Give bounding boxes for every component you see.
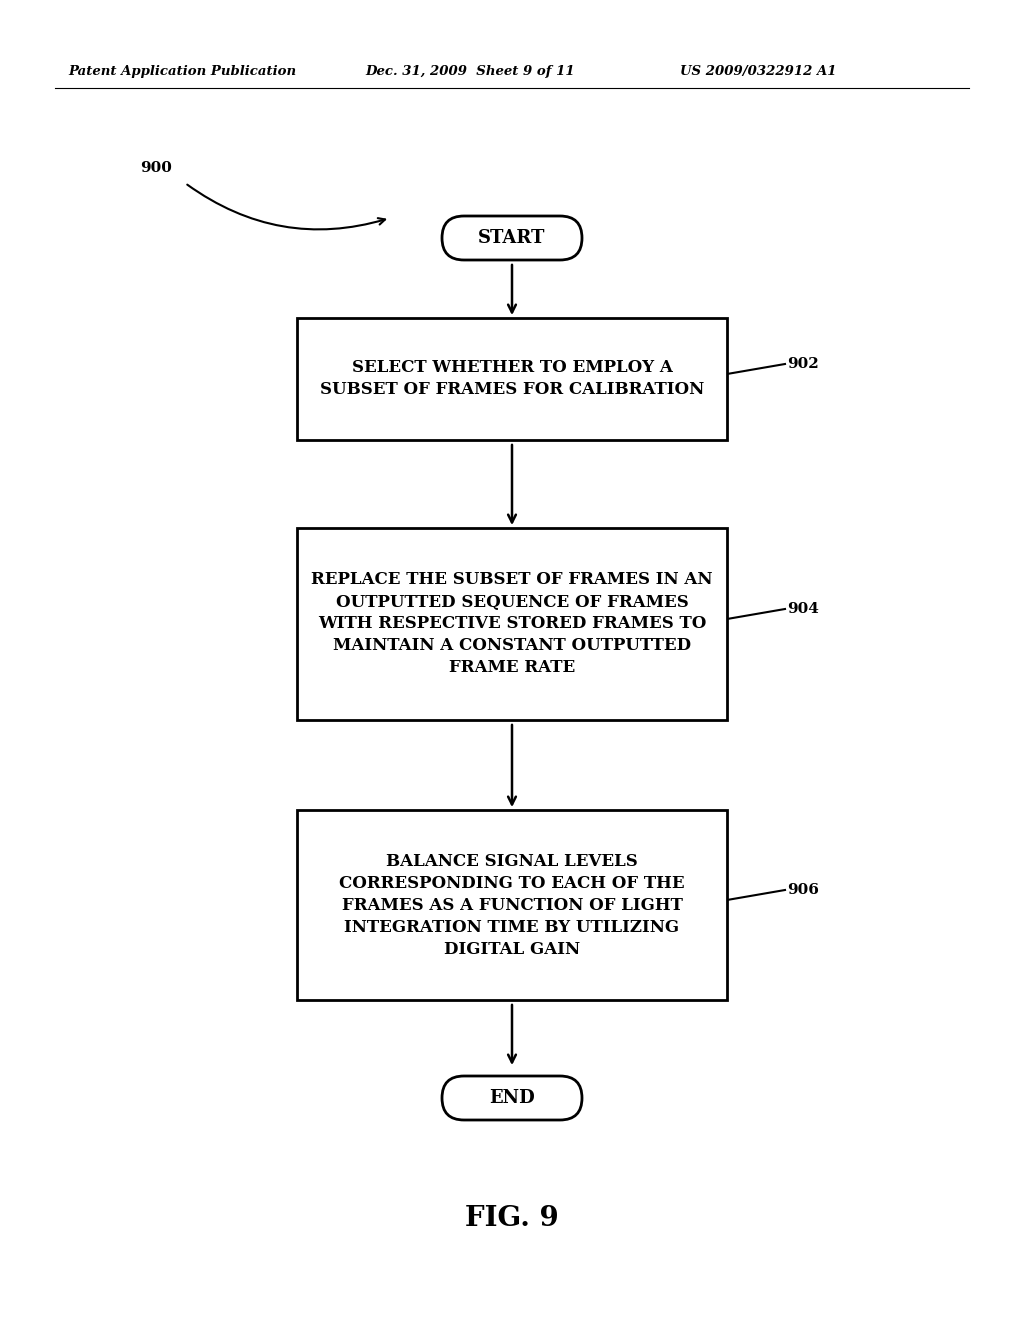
Text: Patent Application Publication: Patent Application Publication <box>68 66 296 78</box>
Text: Dec. 31, 2009  Sheet 9 of 11: Dec. 31, 2009 Sheet 9 of 11 <box>365 66 574 78</box>
Text: FIG. 9: FIG. 9 <box>465 1204 559 1232</box>
Text: SELECT WHETHER TO EMPLOY A: SELECT WHETHER TO EMPLOY A <box>351 359 673 376</box>
Text: CORRESPONDING TO EACH OF THE: CORRESPONDING TO EACH OF THE <box>339 874 685 891</box>
Text: FRAME RATE: FRAME RATE <box>449 660 575 676</box>
Text: 900: 900 <box>140 161 172 176</box>
Text: SUBSET OF FRAMES FOR CALIBRATION: SUBSET OF FRAMES FOR CALIBRATION <box>319 381 705 399</box>
Text: START: START <box>478 228 546 247</box>
Text: OUTPUTTED SEQUENCE OF FRAMES: OUTPUTTED SEQUENCE OF FRAMES <box>336 594 688 610</box>
Text: FRAMES AS A FUNCTION OF LIGHT: FRAMES AS A FUNCTION OF LIGHT <box>342 896 682 913</box>
FancyBboxPatch shape <box>442 1076 582 1119</box>
Bar <box>297 528 727 719</box>
Text: END: END <box>489 1089 535 1107</box>
Text: US 2009/0322912 A1: US 2009/0322912 A1 <box>680 66 837 78</box>
Text: INTEGRATION TIME BY UTILIZING: INTEGRATION TIME BY UTILIZING <box>344 919 680 936</box>
Text: MAINTAIN A CONSTANT OUTPUTTED: MAINTAIN A CONSTANT OUTPUTTED <box>333 638 691 655</box>
Text: DIGITAL GAIN: DIGITAL GAIN <box>444 940 580 957</box>
Text: BALANCE SIGNAL LEVELS: BALANCE SIGNAL LEVELS <box>386 853 638 870</box>
Text: 904: 904 <box>787 602 819 616</box>
Bar <box>297 318 727 440</box>
Text: WITH RESPECTIVE STORED FRAMES TO: WITH RESPECTIVE STORED FRAMES TO <box>317 615 707 632</box>
Text: 906: 906 <box>787 883 819 898</box>
FancyBboxPatch shape <box>442 216 582 260</box>
Text: REPLACE THE SUBSET OF FRAMES IN AN: REPLACE THE SUBSET OF FRAMES IN AN <box>311 572 713 589</box>
Bar <box>297 810 727 1001</box>
Text: 902: 902 <box>787 356 819 371</box>
